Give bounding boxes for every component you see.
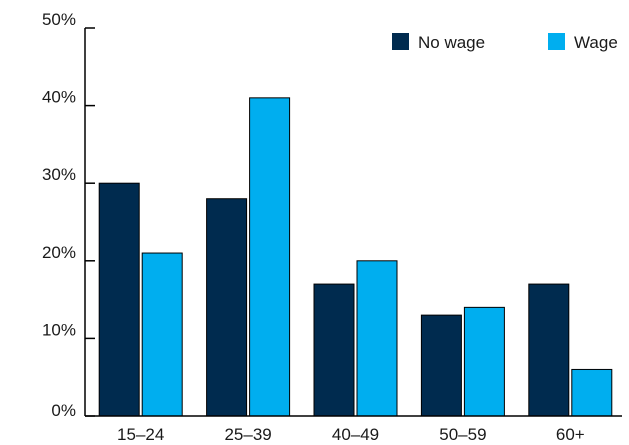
legend-swatch-no-wage [392, 33, 409, 50]
bar-no-wage [206, 198, 248, 417]
bar-no-wage [420, 314, 462, 417]
bar-wage [356, 260, 398, 417]
bar-no-wage [313, 283, 355, 417]
bar-wage [141, 252, 183, 417]
bar-wage [571, 368, 613, 417]
y-tick-label: 0% [51, 401, 76, 420]
legend-label-no-wage: No wage [418, 33, 485, 52]
legend: No wage Wage [392, 33, 618, 52]
bars [98, 97, 613, 417]
x-tick-label: 50–59 [439, 425, 486, 444]
x-tick-label: 25–39 [224, 425, 271, 444]
bar-no-wage [98, 182, 140, 417]
legend-swatch-wage [548, 33, 565, 50]
x-tick-labels: 15–24 25–39 40–49 50–59 60+ [117, 425, 585, 444]
y-tick-label: 10% [42, 320, 76, 339]
y-tick-label: 50% [42, 10, 76, 29]
bar-wage [249, 97, 291, 417]
y-tick-label: 30% [42, 165, 76, 184]
y-axis [84, 27, 95, 417]
x-tick-label: 15–24 [117, 425, 164, 444]
legend-label-wage: Wage [574, 33, 618, 52]
bar-wage [463, 306, 505, 417]
y-tick-labels: 0% 10% 20% 30% 40% 50% [42, 10, 76, 420]
bar-no-wage [528, 283, 570, 417]
x-tick-label: 60+ [556, 425, 585, 444]
y-tick-label: 40% [42, 88, 76, 107]
y-tick-label: 20% [42, 243, 76, 262]
x-tick-label: 40–49 [332, 425, 379, 444]
